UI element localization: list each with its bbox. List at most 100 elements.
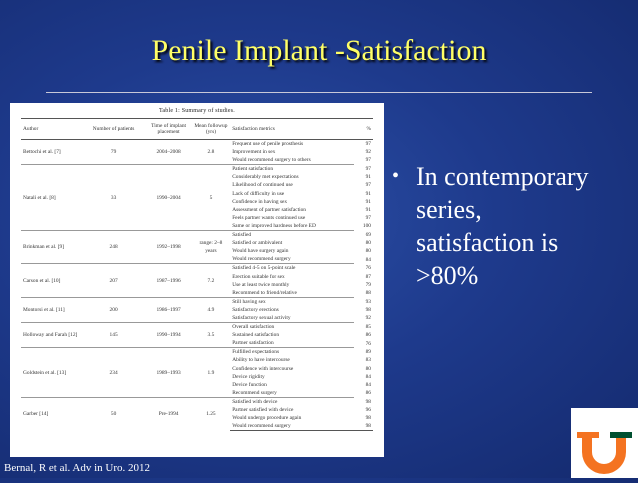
followup-cell: 4.9 [191, 296, 231, 323]
metric-cell: Satisfied [230, 230, 354, 240]
followup-cell: 1.9 [191, 347, 231, 398]
table-row: Device function 84 [21, 381, 373, 389]
percent-cell: 84 [365, 256, 371, 263]
metric-cell: Improvement in sex [232, 149, 276, 156]
author-cell: Holloway and Farah [12] [21, 322, 82, 348]
percent-cell: 97 [365, 157, 371, 164]
metric-cell: Patient satisfaction [230, 164, 354, 174]
followup-cell: 7.2 [191, 263, 231, 298]
table-row: Assessment of partner satisfaction 91 [21, 206, 373, 214]
metric-cell: Device function [232, 381, 267, 388]
percent-cell: 88 [365, 289, 371, 296]
percent-cell: 97 [365, 141, 371, 147]
table-row: Sustained satisfaction 86 [21, 331, 373, 339]
table-row: Satisfactory erections 98 [21, 306, 373, 314]
percent-cell: 80 [365, 365, 371, 372]
percent-cell: 80 [365, 248, 371, 255]
percent-cell: 91 [365, 198, 371, 205]
table-row: Garber [14] 50 Pre-1994 1.25 Satisfied with … [21, 396, 373, 431]
percent-cell: 97 [365, 166, 371, 173]
metric-cell: Would have surgery again [232, 248, 289, 255]
studies-table-image: Table 1: Summary of studies. Author Numb… [10, 103, 384, 457]
time-cell: 1992–1998 [145, 230, 192, 264]
percent-cell: 86 [365, 332, 371, 339]
percent-cell: 91 [365, 206, 371, 213]
table-row: Considerably met expectations 91 [21, 173, 373, 181]
table-row: Lack of difficulty in use 91 [21, 190, 373, 198]
table-row: Recommend surgery 86 [21, 389, 373, 398]
metric-cell: Device rigidity [232, 373, 265, 380]
author-cell: Goldstein et al. [13] [21, 347, 82, 398]
author-cell: Carson et al. [10] [21, 263, 82, 298]
table-row: Carson et al. [10] 207 1987–1996 7.2 Satisfi… [21, 263, 373, 298]
table-row: Likelihood of continued use 97 [21, 181, 373, 189]
percent-cell: 97 [365, 182, 371, 189]
patients-cell: 145 [81, 322, 146, 348]
percent-cell: 98 [365, 415, 371, 422]
patients-cell: 207 [81, 263, 146, 298]
table-row: Recommend to friend/relative 88 [21, 289, 373, 298]
metric-cell: Sustained satisfaction [232, 332, 280, 339]
metric-cell: Confidence in having sex [232, 198, 288, 205]
patients-cell: 234 [81, 347, 146, 398]
percent-cell: 76 [365, 340, 371, 347]
header-patients: Number of patients [81, 118, 146, 140]
table-row: Partner satisfied with device 96 [21, 406, 373, 414]
metric-cell: Would recommend surgery [232, 256, 291, 263]
table-row: Natali et al. [8] 33 1990–2004 5 Patient sat… [21, 164, 373, 231]
metric-cell: Would recommend surgery to others [232, 157, 311, 164]
followup-cell: range: 2–8 years [191, 230, 231, 264]
metric-cell: Partner satisfaction [232, 340, 274, 347]
time-cell: 1987–1996 [145, 263, 192, 298]
table-row: Satisfied or ambivalent 80 [21, 239, 373, 247]
table-row: Would undergo procedure again 98 [21, 414, 373, 422]
metric-cell: Satisfactory sexual activity [232, 314, 291, 321]
percent-cell: 92 [365, 315, 371, 322]
citation: Bernal, R et al. Adv in Uro. 2012 [4, 462, 151, 474]
percent-cell: 87 [365, 273, 371, 280]
author-cell: Bettochi et al. [7] [23, 149, 61, 156]
time-cell: 1990–1994 [145, 322, 192, 348]
metric-cell: Satisfied or ambivalent [232, 240, 283, 247]
metric-cell: Same or improved hardness before ED [232, 222, 316, 229]
percent-cell: 91 [365, 190, 371, 197]
metric-cell: Use at least twice monthly [232, 281, 290, 288]
metric-cell: Likelihood of continued use [232, 182, 293, 189]
table-row: Would recommend surgery to others 97 [21, 156, 373, 165]
bullet-dot-icon: • [392, 165, 400, 187]
table-row: Partner satisfaction 76 [21, 339, 373, 348]
followup-cell: 2.8 [207, 149, 215, 156]
metric-cell: Satisfied 4-5 on 5-point scale [230, 263, 354, 273]
metric-cell: Assessment of partner satisfaction [232, 206, 306, 213]
metric-cell: Partner satisfied with device [232, 407, 294, 413]
table-row: Bettochi et al. [7] 79 2004–2008 2.8 Frequen… [21, 140, 373, 155]
metric-cell: Recommend surgery [232, 389, 277, 396]
patients-cell: 33 [81, 164, 146, 231]
table-row: Confidence with intercourse 80 [21, 365, 373, 373]
percent-cell: 93 [365, 298, 371, 305]
metric-cell: Satisfied with device [230, 396, 354, 406]
metric-cell: Frequent use of penile prosthesis [232, 141, 304, 147]
table-row: Ability to have intercourse 83 [21, 356, 373, 364]
time-cell: 1986–1997 [145, 296, 192, 323]
metric-cell: Confidence with intercourse [232, 365, 294, 372]
patients-cell: 200 [81, 296, 146, 323]
university-logo [571, 408, 638, 478]
metric-cell: Ability to have intercourse [232, 357, 290, 364]
percent-cell: 76 [365, 265, 371, 272]
time-cell: 1989–1993 [145, 347, 192, 398]
header-author: Author [21, 118, 82, 140]
time-cell: 1990–2004 [145, 164, 192, 231]
followup-cell: 1.25 [191, 396, 231, 431]
table-row: Brinkman et al. [9] 248 1992–1998 range: 2–… [21, 230, 373, 264]
table-row: Holloway and Farah [12] 145 1990–1994 3.5 Ov… [21, 322, 373, 348]
percent-cell: 69 [365, 231, 371, 238]
table-row: Goldstein et al. [13] 234 1989–1993 1.9 Fulf… [21, 347, 373, 398]
metric-cell: Overall satisfaction [230, 322, 354, 332]
percent-cell: 80 [365, 240, 371, 247]
percent-cell: 84 [365, 381, 371, 388]
percent-cell: 92 [365, 149, 371, 156]
header-followup: Mean followup (yrs) [191, 118, 231, 140]
patients-cell: 248 [81, 230, 146, 264]
table-caption: Table 1: Summary of studies. [158, 108, 235, 114]
